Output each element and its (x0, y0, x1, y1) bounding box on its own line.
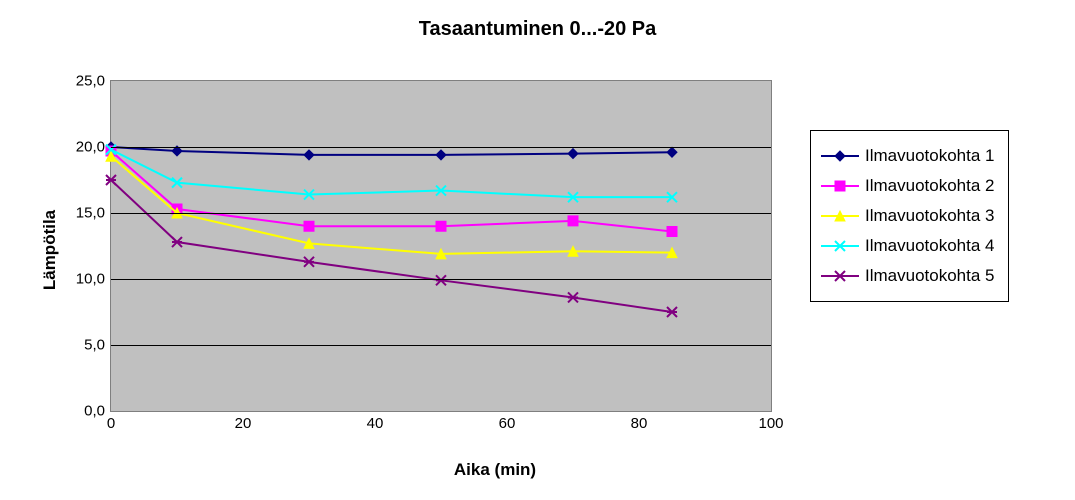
x-tick-label: 20 (235, 415, 252, 432)
x-tick-label: 0 (107, 415, 115, 432)
chart-container: Tasaantuminen 0...-20 Pa Lämpötila 0,05,… (0, 0, 1075, 500)
gridline (111, 213, 771, 214)
legend-label: Ilmavuotokohta 4 (865, 236, 994, 256)
legend-label: Ilmavuotokohta 5 (865, 266, 994, 286)
gridline (111, 345, 771, 346)
x-tick-label: 40 (367, 415, 384, 432)
y-tick-label: 5,0 (84, 337, 105, 354)
x-tick-label: 100 (758, 415, 783, 432)
plot-area: 0,05,010,015,020,025,0020406080100 (110, 80, 772, 412)
chart-title: Tasaantuminen 0...-20 Pa (0, 18, 1075, 41)
y-tick-label: 25,0 (76, 73, 105, 90)
legend: Ilmavuotokohta 1 Ilmavuotokohta 2 Ilmavuot… (810, 130, 1009, 302)
series-ilmavuotokohta-1 (106, 142, 677, 160)
series-ilmavuotokohta-3 (106, 151, 677, 259)
series-layer (111, 81, 771, 411)
gridline (111, 147, 771, 148)
x-tick-label: 80 (631, 415, 648, 432)
legend-swatch (821, 266, 859, 286)
x-tick-label: 60 (499, 415, 516, 432)
y-tick-label: 20,0 (76, 139, 105, 156)
legend-swatch (821, 176, 859, 196)
y-tick-label: 15,0 (76, 205, 105, 222)
gridline (111, 279, 771, 280)
y-tick-label: 10,0 (76, 271, 105, 288)
legend-item: Ilmavuotokohta 1 (821, 141, 994, 171)
legend-swatch (821, 146, 859, 166)
legend-label: Ilmavuotokohta 2 (865, 176, 994, 196)
legend-item: Ilmavuotokohta 4 (821, 231, 994, 261)
legend-item: Ilmavuotokohta 3 (821, 201, 994, 231)
legend-item: Ilmavuotokohta 2 (821, 171, 994, 201)
legend-swatch (821, 236, 859, 256)
legend-item: Ilmavuotokohta 5 (821, 261, 994, 291)
y-tick-label: 0,0 (84, 403, 105, 420)
y-axis-label: Lämpötila (40, 210, 60, 290)
legend-label: Ilmavuotokohta 3 (865, 206, 994, 226)
legend-label: Ilmavuotokohta 1 (865, 146, 994, 166)
x-axis-label: Aika (min) (110, 460, 880, 480)
legend-swatch (821, 206, 859, 226)
